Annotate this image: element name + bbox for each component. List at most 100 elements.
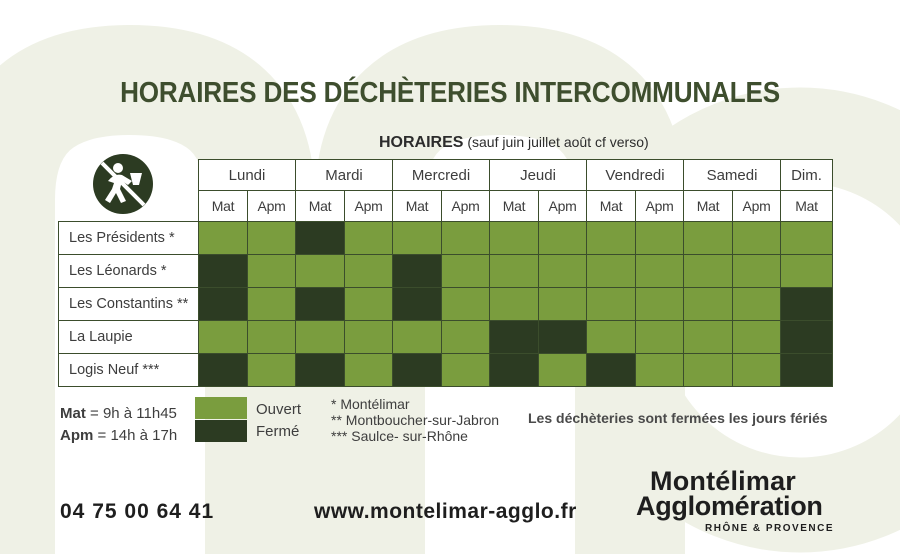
open-slot-cell [538,221,587,255]
open-slot-cell [732,221,781,255]
closed-label: Fermé [256,423,300,440]
footnote-3: *** Saulce- sur-Rhône [331,428,468,444]
legend-apm-label: Apm [60,427,94,444]
open-slot-cell [198,221,248,255]
closed-slot-cell [586,353,636,387]
open-slot-cell [586,221,636,255]
open-slot-cell [780,221,833,255]
holiday-note: Les déchèteries sont fermées les jours f… [528,410,828,426]
open-slot-cell [635,287,684,321]
day-header-jeudi: Jeudi [489,159,587,191]
open-slot-cell [586,254,636,288]
page-title: HORAIRES DES DÉCHÈTERIES INTERCOMMUNALES [120,77,780,109]
slot-header: Mat [295,190,345,222]
legend-apm: Apm = 14h à 17h [60,425,177,446]
brand-tagline: RHÔNE & PROVENCE [705,523,835,534]
slot-header: Mat [683,190,733,222]
day-header-samedi: Samedi [683,159,781,191]
site-row: Logis Neuf *** [58,353,833,387]
closed-slot-cell [489,353,539,387]
open-slot-cell [295,254,345,288]
footnote-1: * Montélimar [331,396,410,412]
closed-slot-cell [392,254,442,288]
open-slot-cell [732,320,781,354]
site-row: Les Léonards * [58,254,833,288]
closed-slot-cell [489,320,539,354]
open-slot-cell [441,221,490,255]
open-slot-cell [683,287,733,321]
day-header-mardi: Mardi [295,159,393,191]
open-slot-cell [441,254,490,288]
open-slot-cell [247,320,296,354]
open-slot-cell [683,353,733,387]
corner-blank [59,160,199,191]
open-slot-cell [344,287,393,321]
schedule-table: Lundi Mardi Mercredi Jeudi Vendredi Same… [58,159,833,387]
open-slot-cell [247,287,296,321]
open-slot-cell [344,254,393,288]
closed-slot-cell [295,221,345,255]
open-slot-cell [489,254,539,288]
recycling-person-icon [93,154,153,214]
open-slot-cell [538,254,587,288]
open-slot-cell [295,320,345,354]
open-slot-cell [732,287,781,321]
legend-mat: Mat = 9h à 11h45 [60,403,177,424]
open-slot-cell [344,221,393,255]
open-slot-cell [198,320,248,354]
slot-header: Apm [247,190,296,222]
brand-line-2: Agglomération [636,491,823,521]
closed-slot-cell [198,254,248,288]
open-slot-cell [635,320,684,354]
open-slot-cell [683,221,733,255]
open-slot-cell [635,221,684,255]
site-row: Les Présidents * [58,221,833,255]
open-slot-cell [683,254,733,288]
site-rows: Les Présidents * Les Léonards * Les Consta… [58,221,833,387]
day-header-lundi: Lundi [198,159,296,191]
slot-header: Mat [489,190,539,222]
open-slot-cell [489,287,539,321]
open-slot-cell [780,254,833,288]
open-slot-cell [683,320,733,354]
closed-slot-cell [198,287,248,321]
slot-header: Apm [441,190,490,222]
open-slot-cell [247,221,296,255]
subtitle-bold: HORAIRES [379,134,464,151]
open-swatch [195,397,247,419]
legend-apm-hours: = 14h à 17h [97,427,178,444]
open-slot-cell [538,287,587,321]
closed-slot-cell [295,353,345,387]
legend-mat-hours: = 9h à 11h45 [90,405,177,422]
open-slot-cell [441,353,490,387]
footnote-2: ** Montboucher-sur-Jabron [331,412,500,428]
open-slot-cell [344,320,393,354]
slot-header: Mat [392,190,442,222]
website-link[interactable]: www.montelimar-agglo.fr [314,500,577,523]
site-row: Les Constantins ** [58,287,833,321]
corner-blank-2 [59,191,199,222]
open-slot-cell [441,287,490,321]
brand-line-1: Montélimar [650,466,797,496]
slot-header: Apm [538,190,587,222]
open-slot-cell [732,254,781,288]
site-name: Logis Neuf *** [58,353,199,387]
open-slot-cell [586,320,636,354]
open-slot-cell [489,221,539,255]
closed-slot-cell [198,353,248,387]
closed-slot-cell [392,287,442,321]
closed-slot-cell [780,320,833,354]
open-slot-cell [732,353,781,387]
phone-number[interactable]: 04 75 00 64 41 [60,500,215,523]
slot-header: Mat [780,190,833,222]
site-footnotes: * Montélimar ** Montboucher-sur-Jabron *… [331,396,499,444]
subtitle-note: (sauf juin juillet août cf verso) [467,134,649,150]
closed-slot-cell [295,287,345,321]
open-slot-cell [586,287,636,321]
open-slot-cell [635,353,684,387]
days-header-row: Lundi Mardi Mercredi Jeudi Vendredi Same… [59,159,833,191]
closed-slot-cell [538,320,587,354]
legend-mat-label: Mat [60,405,86,422]
open-slot-cell [392,221,442,255]
